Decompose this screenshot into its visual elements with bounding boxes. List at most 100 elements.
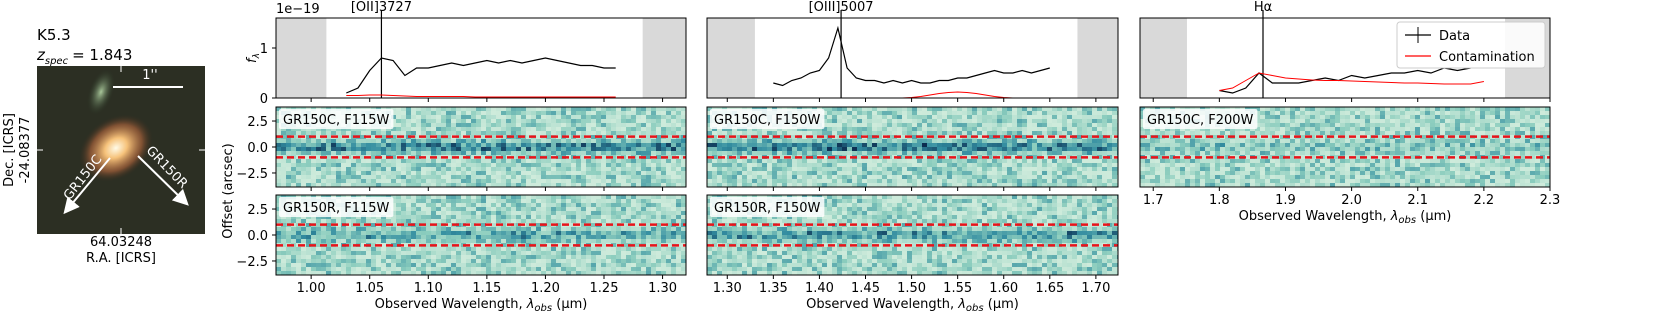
pixel [656,171,661,175]
pixel [852,143,857,147]
pixel [486,175,491,179]
pixel [476,199,481,203]
pixel [331,147,336,151]
pixel [501,107,506,111]
pixel [576,219,581,223]
pixel [566,239,571,243]
pixel [556,211,561,215]
pixel [601,203,606,207]
pixel [601,259,606,263]
pixel [651,195,656,199]
pixel [386,139,391,143]
pixel [426,107,431,111]
pixel [666,143,671,147]
pixel [536,143,541,147]
pixel [917,107,922,111]
pixel [461,251,466,255]
pixel [782,171,787,175]
pixel [351,151,356,155]
pixel [962,163,967,167]
pixel [276,267,281,271]
pixel [331,271,336,275]
pixel [476,267,481,271]
pixel [326,179,331,183]
pixel [481,171,486,175]
pixel [707,143,712,147]
pixel [321,255,326,259]
pixel [641,159,646,163]
pixel [651,231,656,235]
pixel [872,151,877,155]
pixel [431,171,436,175]
pixel [376,159,381,163]
pixel [626,199,631,203]
pixel [416,167,421,171]
pixel [441,227,446,231]
pixel [922,123,927,127]
pixel [847,115,852,119]
pixel [601,251,606,255]
pixel [1062,119,1067,123]
pixel [301,247,306,251]
pixel [456,199,461,203]
pixel [446,271,451,275]
pixel [471,247,476,251]
pixel [997,131,1002,135]
pixel [611,147,616,151]
x-label-unit: (µm) [552,297,587,312]
pixel [546,183,551,187]
pixel [276,255,281,259]
pixel [356,267,361,271]
x-tick-label: 1.25 [590,281,619,296]
pixel [661,231,666,235]
pixel [481,263,486,267]
pixel [1052,119,1057,123]
pixel [967,107,972,111]
pixel [276,179,281,183]
pixel [591,247,596,251]
pixel [531,127,536,131]
pixel [576,263,581,267]
pixel [727,175,732,179]
pixel [451,203,456,207]
pixel [641,259,646,263]
pixel [351,147,356,151]
pixel [556,247,561,251]
pixel [426,207,431,211]
pixel [406,151,411,155]
pixel [962,151,967,155]
pixel [466,239,471,243]
pixel [556,127,561,131]
pixel [291,179,296,183]
pixel [341,183,346,187]
pixel [782,167,787,171]
pixel [481,151,486,155]
pixel [922,111,927,115]
pixel [922,139,927,143]
pixel [646,119,651,123]
pixel [471,119,476,123]
pixel [1072,123,1077,127]
pixel [922,171,927,175]
pixel [586,235,591,239]
pixel [671,183,676,187]
pixel [1087,115,1092,119]
pixel [551,199,556,203]
pixel [586,231,591,235]
pixel [1027,175,1032,179]
pixel [476,227,481,231]
pixel [591,259,596,263]
pixel [286,235,291,239]
pixel [586,255,591,259]
pixel [351,171,356,175]
pixel [626,251,631,255]
pixel [461,231,466,235]
pixel [381,151,386,155]
pixel [997,151,1002,155]
pixel [1092,115,1097,119]
pixel [376,227,381,231]
pixel [827,115,832,119]
pixel [526,119,531,123]
pixel [506,139,511,143]
pixel [1102,111,1107,115]
